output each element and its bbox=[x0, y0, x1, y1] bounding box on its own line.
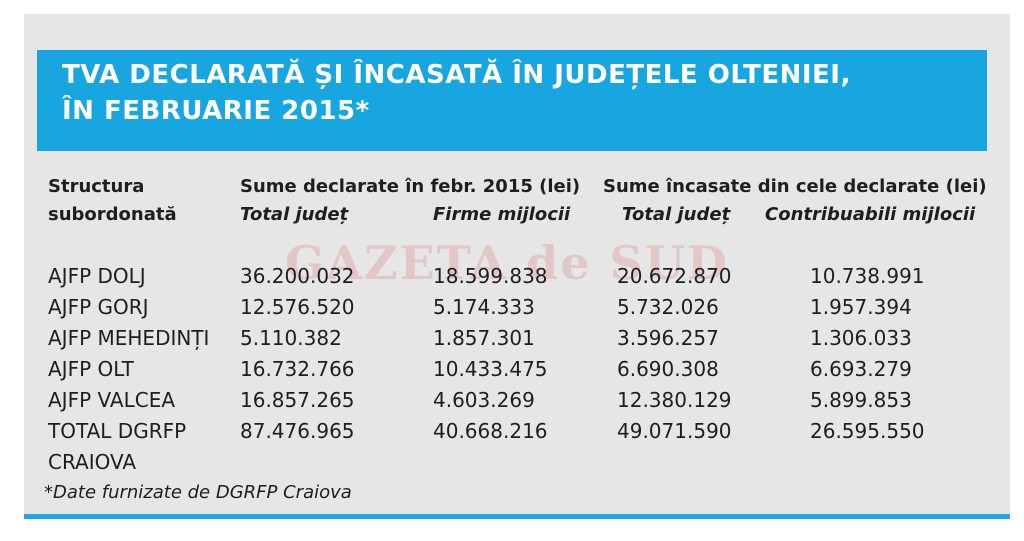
header-collected: Sume încasate din cele declarate (lei) bbox=[603, 176, 987, 197]
row-collected-mid: 1.306.033 bbox=[810, 326, 912, 350]
row-collected-total: 6.690.308 bbox=[617, 357, 719, 381]
row-collected-total: 49.071.590 bbox=[617, 419, 732, 443]
row-declared-total: 12.576.520 bbox=[240, 295, 355, 319]
subheader-collected-mid: Contribuabili mijlocii bbox=[765, 204, 976, 225]
row-declared-total: 5.110.382 bbox=[240, 326, 342, 350]
row-declared-total: 36.200.032 bbox=[240, 264, 355, 288]
row-collected-total: 5.732.026 bbox=[617, 295, 719, 319]
row-declared-mid: 18.599.838 bbox=[433, 264, 548, 288]
row-collected-mid: 6.693.279 bbox=[810, 357, 912, 381]
header-structure-1: Structura bbox=[48, 176, 145, 197]
row-declared-mid: 1.857.301 bbox=[433, 326, 535, 350]
row-declared-total: 87.476.965 bbox=[240, 419, 355, 443]
row-collected-total: 20.672.870 bbox=[617, 264, 732, 288]
row-name: AJFP MEHEDINȚI bbox=[48, 326, 210, 350]
header-declared: Sume declarate în febr. 2015 (lei) bbox=[240, 176, 581, 197]
row-declared-total: 16.732.766 bbox=[240, 357, 355, 381]
row-collected-mid: 26.595.550 bbox=[810, 419, 925, 443]
row-collected-total: 3.596.257 bbox=[617, 326, 719, 350]
footnote: *Date furnizate de DGRFP Craiova bbox=[44, 482, 352, 503]
subheader-declared-total: Total județ bbox=[240, 204, 349, 225]
row-declared-mid: 5.174.333 bbox=[433, 295, 535, 319]
subheader-declared-mid: Firme mijlocii bbox=[433, 204, 571, 225]
row-name: AJFP OLT bbox=[48, 357, 134, 381]
title-line-1: TVA DECLARATĂ ȘI ÎNCASATĂ ÎN JUDEȚELE OL… bbox=[62, 60, 851, 90]
row-declared-mid: 4.603.269 bbox=[433, 388, 535, 412]
row-declared-mid: 10.433.475 bbox=[433, 357, 548, 381]
row-collected-mid: 5.899.853 bbox=[810, 388, 912, 412]
row-name: TOTAL DGRFP bbox=[48, 419, 187, 443]
row-name: AJFP DOLJ bbox=[48, 264, 146, 288]
row-collected-total: 12.380.129 bbox=[617, 388, 732, 412]
title-band bbox=[37, 50, 987, 151]
header-structure-2: subordonată bbox=[48, 204, 177, 225]
bottom-rule bbox=[24, 514, 1010, 519]
row-collected-mid: 10.738.991 bbox=[810, 264, 925, 288]
row-name-continued: CRAIOVA bbox=[48, 450, 137, 474]
row-declared-mid: 40.668.216 bbox=[433, 419, 548, 443]
subheader-collected-total: Total județ bbox=[622, 204, 731, 225]
row-declared-total: 16.857.265 bbox=[240, 388, 355, 412]
title-line-2: ÎN FEBRUARIE 2015* bbox=[62, 96, 370, 126]
row-name: AJFP VALCEA bbox=[48, 388, 176, 412]
row-collected-mid: 1.957.394 bbox=[810, 295, 912, 319]
watermark-logo: GAZETA de SUD bbox=[285, 236, 729, 290]
row-name: AJFP GORJ bbox=[48, 295, 149, 319]
